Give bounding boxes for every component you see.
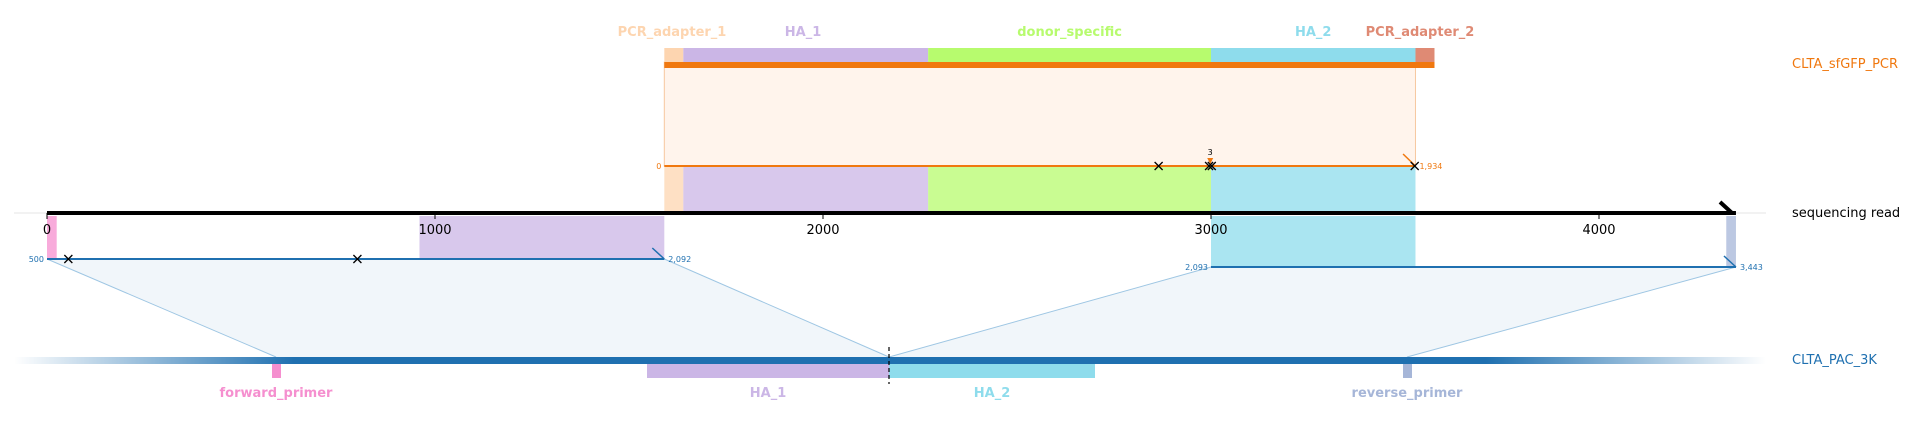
- donor-alignment-shading: [663, 61, 1416, 167]
- target-read-feature-HA_1: [419, 216, 665, 259]
- donor-feature-label: donor_specific: [1017, 25, 1122, 40]
- donor-feature-HA_2: [1211, 48, 1416, 62]
- target-feature-label: forward_primer: [220, 386, 334, 401]
- target-alignment-group: 500 2,092 2,093 3,443 forward_primer HA_1 HA_2…: [14, 216, 1766, 401]
- donor-read-feature-PCR_adapter_1: [664, 166, 684, 213]
- donor-read-feature-donor_specific: [928, 166, 1211, 213]
- target-mismatch-mark: [63, 254, 73, 264]
- donor-feature-label: HA_2: [1295, 25, 1332, 40]
- donor-mismatch-mark: [1207, 161, 1217, 171]
- donor-feature-label: PCR_adapter_2: [1366, 25, 1475, 40]
- donor-alignment-start-label: 0: [656, 162, 661, 171]
- target-feature-HA_2: [889, 364, 1095, 378]
- target-read-feature-forward_primer: [47, 216, 57, 259]
- read-name: sequencing read: [1792, 206, 1900, 221]
- donor-feature-PCR_adapter_1: [664, 48, 684, 62]
- donor-insertion-label: 3: [1208, 148, 1213, 157]
- target-read-feature-reverse_primer: [1726, 216, 1736, 267]
- target-alignment-start-label: 2,093: [1185, 263, 1208, 272]
- read-tick-label: 4000: [1582, 223, 1615, 238]
- donor-read-feature-HA_2: [1211, 166, 1416, 213]
- read-tick-label: 1000: [418, 223, 451, 238]
- target-connector-line: [46, 258, 277, 358]
- donor-alignment-end-label: 1,934: [1419, 162, 1442, 171]
- donor-alignment-group: PCR_adapter_1 HA_1 donor_specific HA_2 PCR_a…: [618, 25, 1475, 213]
- target-feature-forward_primer: [272, 364, 281, 378]
- target-reference-name: CLTA_PAC_3K: [1792, 353, 1877, 368]
- donor-reference-name: CLTA_sfGFP_PCR: [1792, 57, 1898, 72]
- donor-feature-label: PCR_adapter_1: [618, 25, 727, 40]
- target-alignment-end-tick: [1723, 255, 1737, 268]
- target-read-feature-HA_2: [1211, 216, 1416, 267]
- donor-feature-label: HA_1: [785, 25, 822, 40]
- target-feature-reverse_primer: [1403, 364, 1412, 378]
- target-alignment-shading: [889, 267, 1736, 357]
- donor-mismatch-mark: [1154, 161, 1164, 171]
- donor-reference-bar: [664, 62, 1435, 68]
- target-connector-line: [888, 266, 1212, 358]
- donor-feature-HA_1: [683, 48, 929, 62]
- target-alignment-shading: [47, 259, 889, 357]
- target-mismatch-mark: [352, 254, 362, 264]
- target-feature-label: reverse_primer: [1352, 386, 1464, 401]
- donor-insertion-marker: [1207, 158, 1214, 164]
- target-alignment-end-label: 3,443: [1740, 263, 1763, 272]
- read-axis-group: 0 1000 2000 3000 4000: [43, 200, 1736, 238]
- target-feature-HA_1: [647, 364, 889, 378]
- target-reference-bar: [14, 357, 1766, 364]
- target-connector-line: [1406, 266, 1737, 358]
- target-alignment-end-label: 2,092: [668, 255, 691, 264]
- read-tick-label: 0: [43, 223, 51, 238]
- donor-feature-PCR_adapter_2: [1415, 48, 1435, 62]
- donor-mismatch-mark: [1204, 161, 1214, 171]
- target-alignment-end-tick: [651, 247, 665, 260]
- read-tick-label: 2000: [806, 223, 839, 238]
- donor-read-feature-HA_1: [683, 166, 929, 213]
- donor-mismatch-mark: [1410, 161, 1420, 171]
- target-alignment-start-label: 500: [29, 255, 44, 264]
- target-connector-line: [664, 258, 890, 358]
- donor-feature-donor_specific: [928, 48, 1211, 62]
- target-feature-label: HA_2: [974, 386, 1011, 401]
- target-feature-label: HA_1: [750, 386, 787, 401]
- read-tick-label: 3000: [1194, 223, 1227, 238]
- read-end-marker: [1718, 200, 1734, 215]
